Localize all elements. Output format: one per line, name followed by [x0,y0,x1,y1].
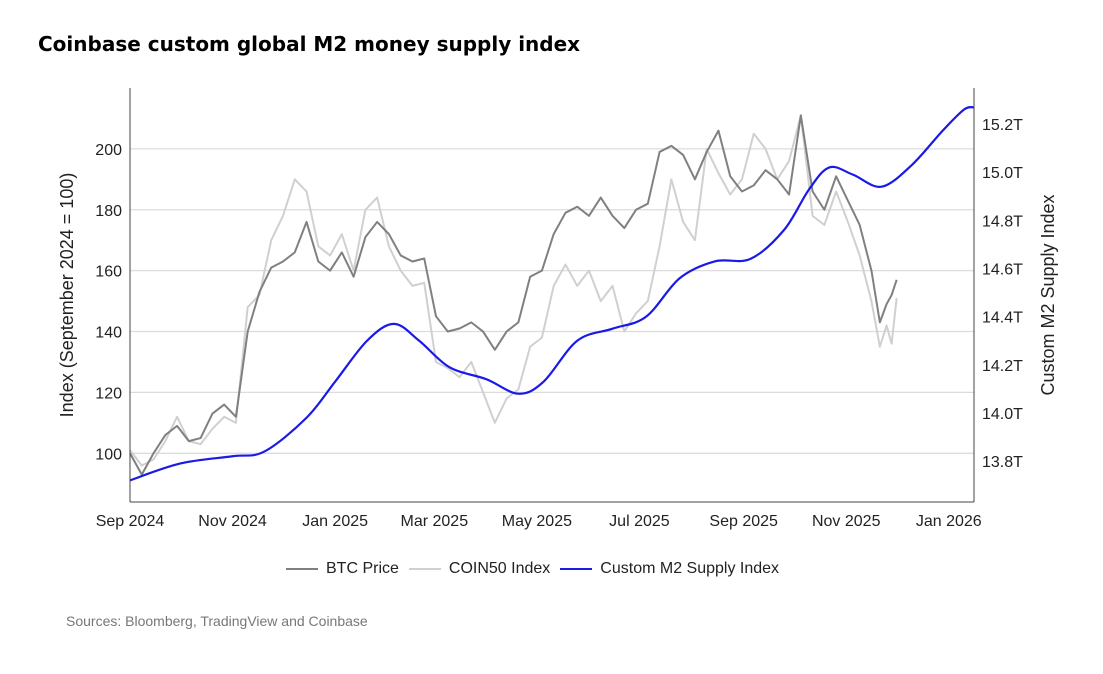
legend-item-m2: Custom M2 Supply Index [560,560,779,578]
x-tick-label: Sep 2024 [96,513,165,530]
x-tick-label: Sep 2025 [709,513,778,530]
x-tick-label: Jul 2025 [609,513,670,530]
y2-axis-label: Custom M2 Supply Index [1038,194,1058,395]
chart-title: Coinbase custom global M2 money supply i… [38,32,581,56]
y2-tick-label: 14.0T [982,406,1023,423]
legend-label: BTC Price [326,560,399,577]
legend-item-btc: BTC Price [286,560,399,578]
legend: BTC Price COIN50 Index Custom M2 Supply … [286,560,789,578]
y-tick-label: 100 [95,446,122,463]
legend-swatch-btc [286,568,318,570]
x-tick-label: May 2025 [502,513,572,530]
y2-tick-label: 15.0T [982,165,1023,182]
series-lines [129,106,975,482]
sources-note: Sources: Bloomberg, TradingView and Coin… [66,613,368,629]
y-tick-label: 180 [95,203,122,220]
y-tick-label: 160 [95,264,122,281]
y2-tick-label: 13.8T [982,454,1023,471]
y2-tick-label: 14.8T [982,213,1023,230]
series-line-coin50-index [129,114,898,467]
series-line-custom-m2-supply-index [129,106,975,482]
y2-tick-label: 14.2T [982,358,1023,375]
x-tick-label: Nov 2025 [812,513,881,530]
x-tick-label: Jan 2026 [916,513,982,530]
y-tick-label: 120 [95,385,122,402]
y-tick-label: 200 [95,142,122,159]
legend-label: COIN50 Index [448,560,551,577]
x-tick-label: Mar 2025 [401,513,469,530]
y2-tick-label: 14.6T [982,262,1023,279]
legend-swatch-m2 [560,568,593,570]
series-line-btc-price [129,114,898,476]
y-tick-label: 140 [95,325,122,342]
x-tick-label: Nov 2024 [198,513,267,530]
x-tick-label: Jan 2025 [302,513,368,530]
y-axis-label: Index (September 2024 = 100) [57,173,77,418]
axes: 100 120 140 160 180 200 13.8T 14.0T 14.2T 14.4T 14… [95,88,1023,530]
y2-tick-label: 15.2T [982,117,1023,134]
y2-tick-label: 14.4T [982,310,1023,327]
legend-item-coin50: COIN50 Index [408,560,551,578]
legend-label: Custom M2 Supply Index [600,560,780,577]
legend-swatch-coin50 [408,568,441,570]
